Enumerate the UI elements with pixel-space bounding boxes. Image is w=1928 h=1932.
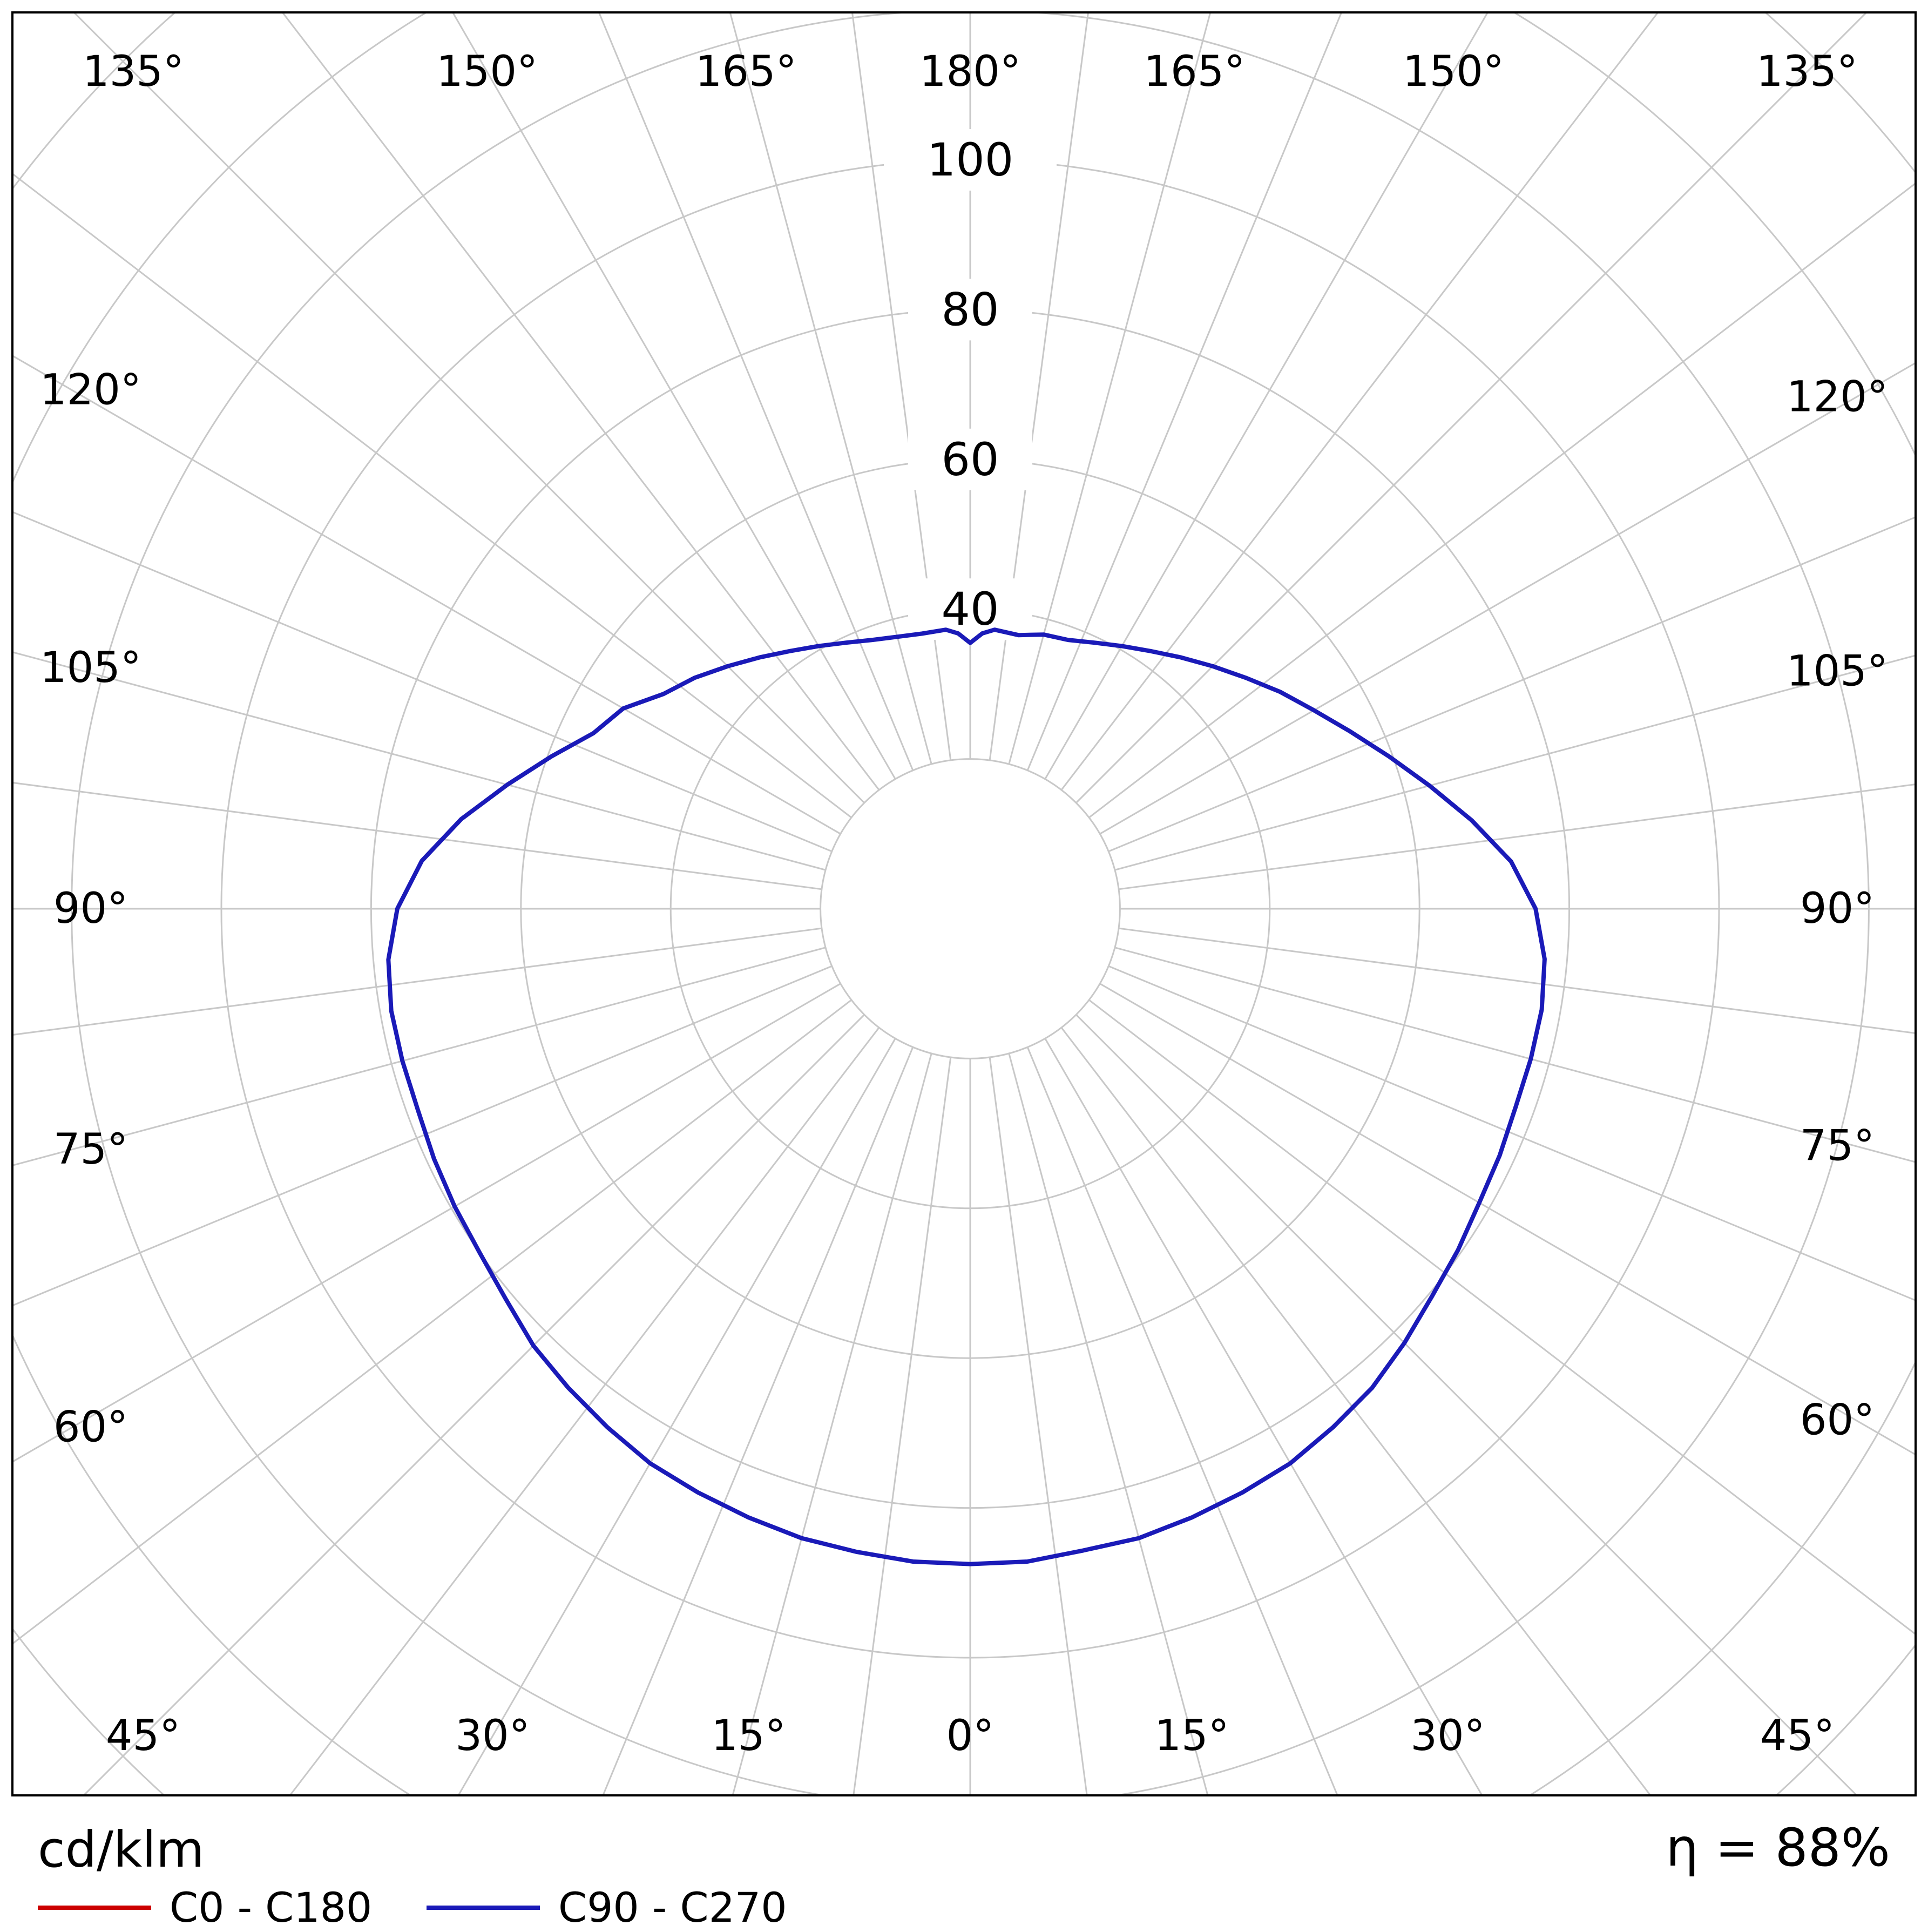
grid-ray	[1008, 12, 1212, 765]
grid-ray	[1088, 999, 1916, 1636]
grid-ray	[457, 1038, 896, 1795]
grid-ray	[82, 1014, 865, 1795]
grid-ray	[1108, 965, 1916, 1301]
grid-ray	[1008, 1053, 1209, 1795]
angle-label-60: 60°	[53, 1403, 128, 1452]
grid-ray	[598, 12, 914, 771]
grid-ray	[1099, 983, 1916, 1456]
grid-ray	[12, 983, 841, 1463]
angle-label-120: 120°	[1787, 373, 1888, 422]
angle-label-15: 15°	[1154, 1712, 1229, 1760]
grid-ray	[1114, 654, 1916, 871]
legend-item-c90-c270: C90 - C270	[427, 1883, 787, 1932]
tick-label-mask	[908, 428, 1032, 490]
angle-label-165: 165°	[695, 48, 797, 96]
legend: C0 - C180 C90 - C270	[0, 1883, 1928, 1932]
grid-ray	[1114, 947, 1916, 1163]
grid-ray	[1060, 12, 1659, 791]
angle-label-75: 75°	[1800, 1122, 1875, 1171]
angle-label-150: 150°	[1403, 48, 1504, 96]
grid-ray	[1044, 12, 1489, 780]
grid-ray	[1026, 12, 1343, 771]
grid-ray	[1099, 362, 1916, 835]
angle-label-165: 165°	[1144, 48, 1245, 96]
grid-ray	[12, 781, 822, 890]
legend-line-red-icon	[38, 1906, 151, 1910]
legend-label-c0-c180: C0 - C180	[170, 1883, 373, 1931]
grid-ray	[1088, 182, 1916, 819]
grid-ray	[1026, 1046, 1338, 1795]
legend-item-c0-c180: C0 - C180	[38, 1883, 372, 1932]
grid-ray	[1075, 1014, 1858, 1795]
angle-label-135: 135°	[83, 48, 184, 96]
grid-ray	[281, 12, 880, 791]
legend-label-c90-c270: C90 - C270	[558, 1883, 787, 1931]
tick-label-mask	[908, 279, 1032, 341]
series-curve-c90-c270	[386, 627, 1547, 1566]
grid-ray	[12, 511, 833, 853]
grid-ray	[732, 1053, 932, 1795]
angle-labels: 0° 15° 15° 30° 30° 45° 45° 60° 60° 75° 75° 90° 90° 10…	[40, 48, 1888, 1760]
grid-ray	[72, 12, 865, 803]
grid-ray	[12, 927, 822, 1036]
grid-ray	[989, 1057, 1088, 1795]
grid-ray	[289, 1027, 880, 1795]
radial-tick-label: 100	[927, 133, 1013, 186]
angle-label-30: 30°	[455, 1712, 530, 1760]
tick-label-mask	[884, 129, 1057, 191]
grid-ray	[853, 1057, 952, 1795]
angle-label-105: 105°	[1787, 647, 1888, 695]
angle-label-120: 120°	[40, 366, 141, 414]
radial-tick-label: 80	[942, 283, 999, 336]
grid-ray	[12, 651, 826, 871]
legend-line-blue-icon	[427, 1906, 540, 1910]
angle-label-75: 75°	[53, 1125, 128, 1174]
radial-tick-label: 60	[942, 433, 999, 486]
angle-label-45: 45°	[1760, 1712, 1835, 1760]
radial-tick-label: 40	[942, 583, 999, 636]
angle-label-30: 30°	[1410, 1712, 1485, 1760]
angle-label-15: 15°	[711, 1712, 786, 1760]
grid-ray	[1060, 1027, 1652, 1795]
grid-ray	[602, 1046, 914, 1795]
angle-label-180: 180°	[919, 48, 1021, 96]
grid-ray	[851, 12, 952, 761]
angle-label-90: 90°	[1800, 884, 1875, 933]
angle-label-0: 0°	[946, 1712, 995, 1760]
grid-ray	[1108, 516, 1916, 853]
angle-label-60: 60°	[1800, 1396, 1875, 1444]
tick-label-mask	[908, 578, 1032, 640]
angle-label-150: 150°	[436, 48, 538, 96]
efficiency-value: η = 88%	[1666, 1818, 1890, 1878]
grid-ray	[12, 947, 826, 1166]
angle-label-45: 45°	[106, 1712, 180, 1760]
grid-ray	[12, 172, 852, 819]
grid-ray	[1118, 927, 1916, 1035]
grid-ray	[12, 999, 852, 1645]
grid-ray	[12, 965, 833, 1307]
grid-ray	[729, 12, 932, 765]
units-label: cd/klm	[38, 1821, 205, 1879]
grid-ray	[1118, 783, 1916, 890]
radial-tick-labels: 40 60 80 100	[884, 129, 1057, 640]
grid-ring	[820, 758, 1121, 1059]
grid-ray	[989, 12, 1090, 761]
angle-label-90: 90°	[53, 884, 128, 933]
grid-ray	[1044, 1038, 1483, 1795]
grid-ray	[12, 355, 841, 835]
angle-label-135: 135°	[1756, 48, 1858, 96]
grid-ray	[451, 12, 896, 780]
grid-ray	[1075, 12, 1868, 803]
chart-frame	[11, 11, 1917, 1796]
angle-label-105: 105°	[40, 644, 141, 692]
